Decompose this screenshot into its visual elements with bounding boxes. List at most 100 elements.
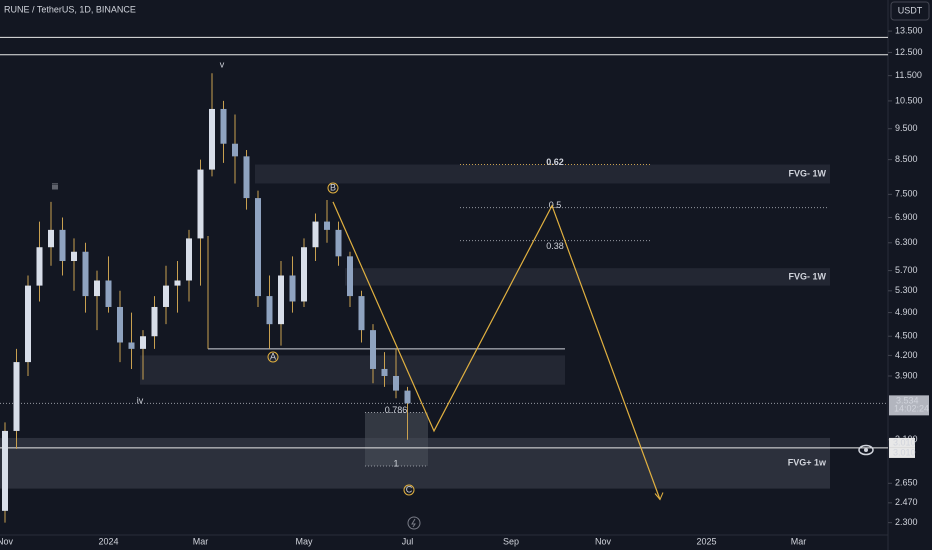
y-tick-label: 7.500 — [895, 189, 918, 199]
candle-body — [266, 296, 273, 325]
zone — [365, 412, 428, 467]
candle-body — [140, 336, 146, 349]
y-tick-label: 6.300 — [895, 237, 918, 247]
y-tick-label: 4.900 — [895, 307, 918, 317]
eye-icon[interactable] — [858, 444, 874, 456]
price-label: 3.010 — [893, 447, 916, 457]
wave-circle — [327, 182, 339, 194]
candle-body — [174, 280, 181, 286]
candle-body — [105, 280, 112, 307]
projection-arrow — [654, 492, 664, 501]
chart-title: RUNE / TetherUS, 1D, BINANCE — [4, 4, 136, 14]
plot: FVG- 1W FVG- 1W FVG+ 1w 0.62 0.5 0.38 0.786 1 ii… — [0, 36, 888, 523]
fib-label: 0.38 — [546, 241, 564, 251]
candle-body — [151, 306, 158, 337]
zone — [255, 164, 830, 184]
currency-box[interactable] — [890, 1, 930, 21]
projection-path — [332, 201, 661, 500]
fib-label: 1 — [393, 458, 398, 468]
x-tick-label: Mar — [193, 536, 209, 546]
candle-body — [370, 330, 376, 369]
wave-circle — [267, 351, 279, 363]
candle-body — [358, 296, 365, 331]
fib-label: 0.786 — [385, 405, 408, 415]
x-tick-label: Sep — [503, 536, 519, 546]
last-price-box — [889, 395, 929, 416]
y-tick-label: 10.500 — [895, 95, 923, 105]
candle-body — [59, 229, 66, 262]
y-tick-label: 5.300 — [895, 285, 918, 295]
candle-body — [289, 275, 296, 302]
zone-label: FVG+ 1w — [788, 458, 827, 468]
candle-body — [71, 251, 77, 262]
candle-body — [186, 238, 192, 281]
y-tick-label: 9.500 — [895, 123, 918, 133]
candle-body — [13, 362, 20, 431]
y-tick-label: 2.650 — [895, 478, 918, 488]
x-tick-label: Nov — [0, 536, 13, 546]
candle-body — [381, 368, 388, 376]
y-tick-label: 6.900 — [895, 212, 918, 222]
candle-body — [278, 275, 284, 325]
price-label-box — [889, 447, 915, 458]
candle-body — [312, 221, 319, 248]
y-tick-label: 4.200 — [895, 350, 918, 360]
candle-body — [347, 256, 353, 297]
y-tick-label: 8.500 — [895, 154, 918, 164]
candle-body — [255, 198, 261, 297]
wave-label: C — [406, 484, 413, 494]
x-tick-label: Jul — [402, 536, 414, 546]
x-tick-label: 2024 — [98, 536, 118, 546]
y-tick-label: 12.500 — [895, 47, 923, 57]
candle-body — [2, 430, 8, 511]
y-tick-label: 5.700 — [895, 265, 918, 275]
candle-body — [335, 229, 342, 257]
y-tick-label: 4.500 — [895, 331, 918, 341]
candle-body — [36, 247, 43, 286]
candle-body — [128, 342, 135, 349]
y-tick-label: 3.900 — [895, 370, 918, 380]
wave-label: B — [330, 182, 336, 192]
y-tick-label: 13.500 — [895, 25, 923, 35]
wave-circle — [403, 484, 415, 496]
candle-body — [25, 285, 31, 363]
y-tick-label: 11.500 — [895, 70, 922, 80]
candle-body — [209, 108, 215, 170]
wave-label: A — [270, 351, 276, 361]
zone-label: FVG- 1W — [789, 168, 827, 178]
zone-label: FVG- 1W — [789, 271, 827, 281]
x-tick-label: Mar — [791, 536, 807, 546]
y-tick-label: 2.470 — [895, 497, 918, 507]
candle-body — [220, 108, 227, 144]
wave-label: iii — [52, 181, 58, 191]
zone — [345, 268, 830, 286]
currency: USDT — [898, 5, 923, 15]
candle-body — [163, 285, 169, 307]
price-label: 3.010 — [893, 437, 916, 447]
y-tick-label: 2.300 — [895, 517, 918, 527]
fib-label: 0.62 — [546, 157, 564, 167]
event-icon[interactable] — [407, 516, 421, 530]
candle-body — [243, 156, 250, 199]
candle-body — [393, 375, 399, 391]
candle-body — [197, 169, 204, 239]
candle-body — [232, 143, 238, 157]
candle-body — [94, 280, 100, 297]
fib-label: 0.5 — [549, 200, 562, 210]
countdown: 14:02:24 — [894, 404, 929, 414]
candle-body — [324, 221, 330, 230]
x-tick-label: Nov — [595, 536, 612, 546]
zone — [140, 355, 565, 385]
candle-body — [301, 247, 307, 302]
price-label-box — [889, 437, 915, 448]
wave-label: v — [220, 59, 225, 69]
wave-label: iv — [137, 395, 144, 405]
x-tick-label: 2025 — [696, 536, 716, 546]
x-tick-label: May — [295, 536, 313, 546]
last-price-label: 3.534 — [896, 396, 919, 406]
candle-body — [117, 306, 123, 343]
candle-body — [82, 251, 89, 297]
candle-body — [404, 390, 411, 404]
candle-body — [48, 229, 54, 248]
